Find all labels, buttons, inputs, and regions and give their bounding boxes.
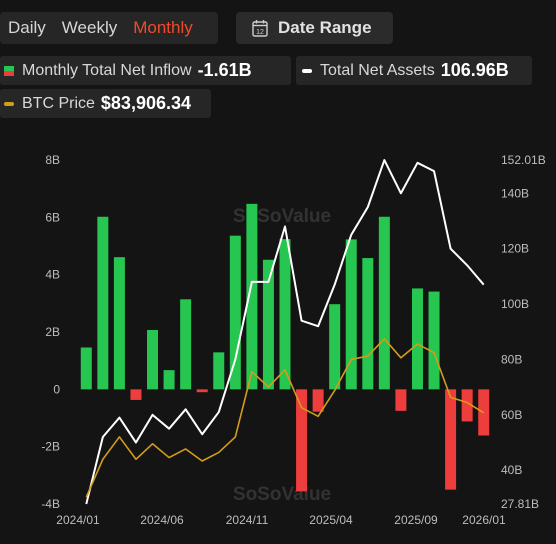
right-tick-label: 140B (501, 186, 529, 200)
inflow-bar (130, 389, 142, 400)
btc-swatch (4, 101, 14, 106)
inflow-bar (461, 389, 473, 422)
interval-tabs: Daily Weekly Monthly (0, 12, 218, 44)
right-tick-label: 60B (501, 408, 522, 422)
legend-assets[interactable]: Total Net Assets 106.96B (296, 56, 532, 85)
btc-price-line (85, 338, 485, 498)
left-tick-label: 4B (45, 268, 60, 282)
left-tick-label: 8B (45, 153, 60, 167)
legend-btc-label: BTC Price (22, 94, 95, 112)
date-range-label: Date Range (278, 18, 372, 37)
inflow-bar (395, 389, 407, 411)
x-tick-label: 2024/01 (56, 513, 100, 527)
inflow-bar (147, 329, 159, 390)
x-tick-label: 2024/06 (140, 513, 184, 527)
legend-inflow-label: Monthly Total Net Inflow (22, 61, 192, 79)
x-tick-label: 2025/04 (309, 513, 353, 527)
inflow-bar (180, 299, 192, 390)
left-tick-label: 6B (45, 210, 60, 224)
left-tick-label: -2B (41, 440, 60, 454)
legend-inflow[interactable]: Monthly Total Net Inflow -1.61B (0, 56, 291, 85)
watermark-text: SoSoValue (233, 206, 331, 227)
legend-btc[interactable]: BTC Price $83,906.34 (0, 89, 211, 118)
inflow-bar (378, 216, 390, 390)
inflow-bar (279, 239, 291, 390)
right-tick-label: 27.81B (501, 497, 539, 511)
left-tick-label: -4B (41, 497, 60, 511)
legend-btc-value: $83,906.34 (100, 93, 191, 113)
left-tick-label: 0 (53, 382, 60, 396)
legend-inflow-value: -1.61B (197, 60, 252, 80)
inflow-bar (97, 216, 109, 390)
inflow-bar (113, 257, 125, 390)
inflow-bar (229, 235, 241, 390)
date-range-button[interactable]: 12 Date Range (236, 12, 393, 44)
watermark-text: SoSoValue (233, 484, 331, 505)
x-tick-label: 2024/11 (226, 513, 269, 527)
right-tick-label: 100B (501, 297, 529, 311)
inflow-bar (213, 352, 225, 390)
tab-weekly[interactable]: Weekly (61, 18, 118, 37)
right-tick-label: 120B (501, 242, 529, 256)
tab-daily[interactable]: Daily (8, 18, 46, 37)
calendar-icon: 12 (252, 20, 268, 37)
inflow-bar (262, 259, 274, 390)
inflow-bar (163, 370, 175, 390)
right-tick-label: 40B (501, 463, 522, 477)
inflow-bar (329, 304, 341, 390)
x-tick-label: 2026/01 (462, 513, 506, 527)
inflow-bar (196, 389, 208, 393)
inflow-bar (80, 347, 92, 390)
right-tick-label: 152.01B (501, 153, 546, 167)
legend-assets-label: Total Net Assets (320, 61, 435, 79)
inflow-bar (445, 389, 457, 490)
inflow-bar (296, 389, 308, 492)
inflow-bar (345, 239, 357, 390)
inflow-bar (246, 203, 258, 390)
calendar-day-text: 12 (256, 29, 264, 36)
total-net-assets-line (85, 159, 485, 505)
inflow-bar (411, 288, 423, 390)
x-tick-label: 2025/09 (394, 513, 438, 527)
right-tick-label: 80B (501, 352, 522, 366)
inflow-swatch (4, 65, 14, 76)
legend-assets-value: 106.96B (440, 60, 509, 80)
left-tick-label: 2B (45, 325, 60, 339)
assets-swatch (302, 68, 312, 73)
inflow-bar (312, 389, 324, 412)
tab-monthly[interactable]: Monthly (133, 18, 193, 37)
inflow-bar (362, 258, 374, 390)
inflow-bar (428, 291, 440, 390)
